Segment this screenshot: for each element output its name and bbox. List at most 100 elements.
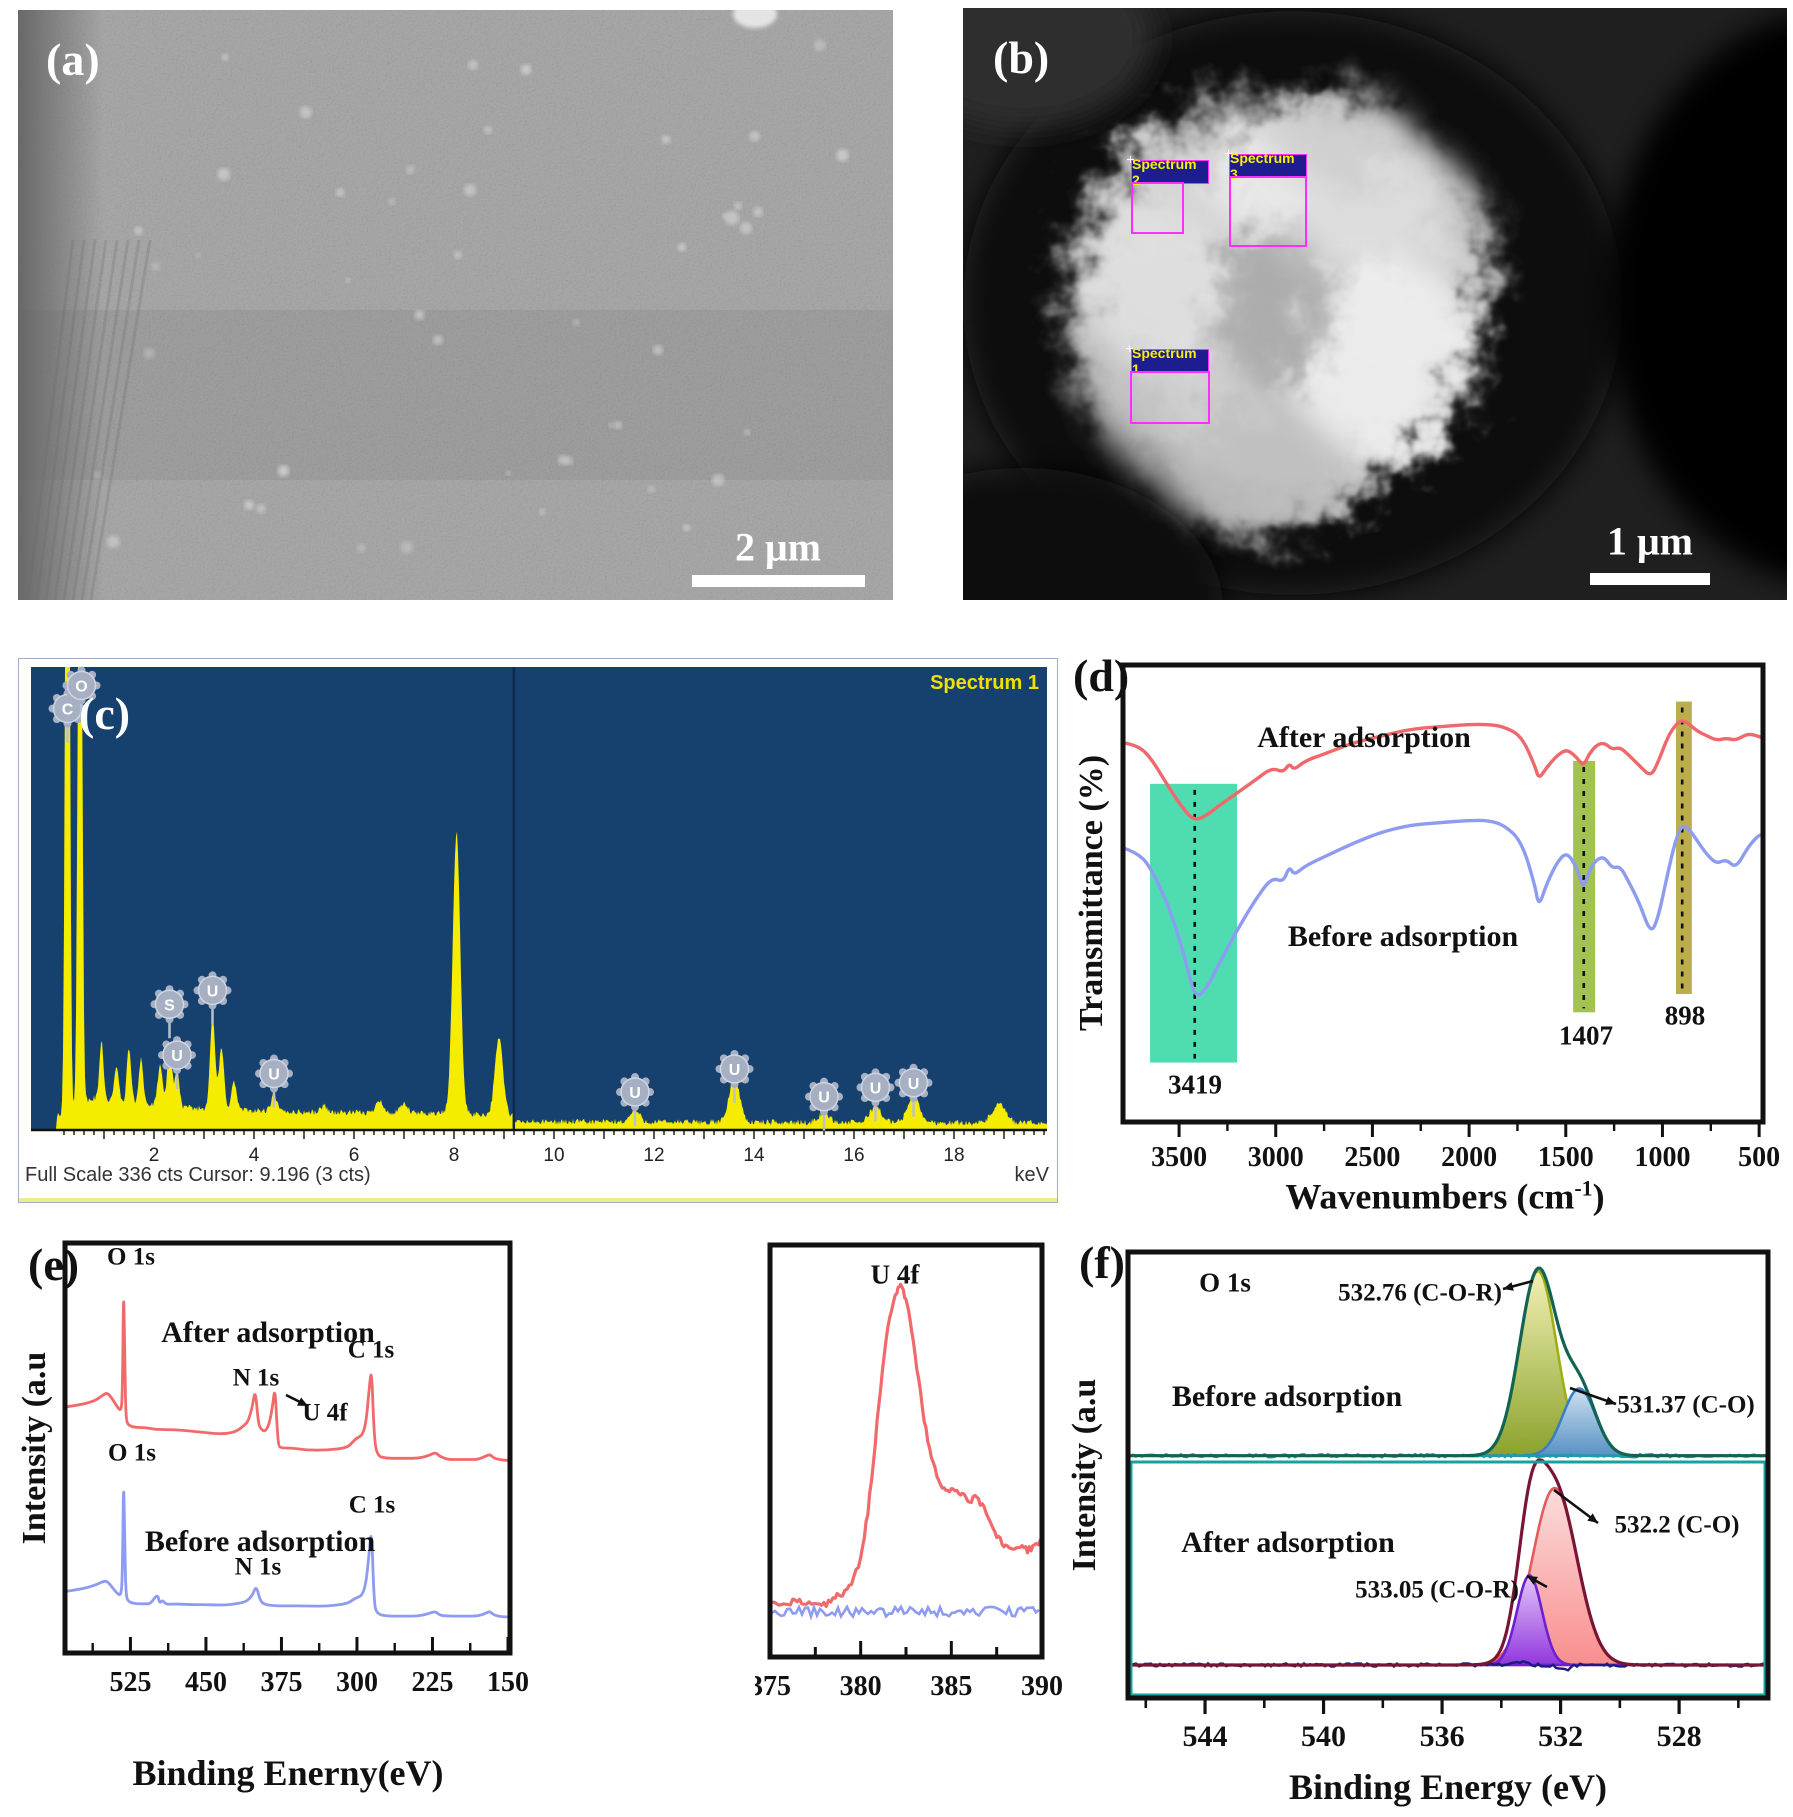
o1s-before-label: O 1s [108, 1439, 156, 1467]
eds-plot-background [31, 667, 1047, 1129]
sem-speck [683, 524, 691, 532]
element-marker-U: U [193, 971, 232, 1025]
sem-bright-blob [733, 10, 777, 28]
tick-label: 385 [930, 1671, 972, 1702]
peak-532-76-label: 532.76 (C-O-R) [1338, 1279, 1502, 1307]
crosshair-icon [1126, 345, 1133, 352]
sem-particle [734, 202, 742, 210]
marker-bubble [809, 1081, 839, 1112]
highlight-band-1407 [1573, 760, 1596, 1013]
band-898-label: 898 [1664, 1000, 1706, 1031]
tick-label: 544 [1183, 1720, 1228, 1753]
n1s-before-label: N 1s [234, 1553, 282, 1581]
u4f-after-label: U 4f [302, 1399, 348, 1427]
marker-letter: S [164, 997, 175, 1014]
sem-speck [608, 422, 614, 428]
highlight-band-898 [1675, 701, 1692, 995]
sem-speck [244, 500, 254, 510]
element-marker-U: U [805, 1077, 843, 1131]
after-adsorption-label: After adsorption [1181, 1526, 1395, 1559]
annotation-arrow-head [1503, 1282, 1514, 1291]
tick-label: 390 [1021, 1671, 1063, 1702]
eds-tick-label: 18 [943, 1145, 964, 1166]
xps-survey-chart: 525 450 375 300 225 150 [62, 1240, 529, 1698]
tick-label: 528 [1657, 1720, 1702, 1753]
sem-speck [836, 149, 849, 162]
particle-lump [1083, 208, 1243, 368]
eds-tick-label: 12 [643, 1145, 664, 1166]
tick-label: 375 [755, 1671, 791, 1702]
tick-label: 2500 [1344, 1142, 1400, 1173]
marker-bubble [719, 1054, 750, 1084]
sem-speck [647, 485, 656, 493]
ftir-curve-0 [1121, 719, 1765, 821]
panel-label-b: (b) [993, 32, 1050, 83]
spectrum1-label: Spectrum 1 [1131, 345, 1209, 377]
annotation-arrow-head [297, 1397, 308, 1406]
sem-striation [80, 239, 141, 600]
marker-letter: O [75, 678, 87, 695]
u4f-title: U 4f [870, 1259, 920, 1290]
eds-tick-label: 6 [349, 1145, 360, 1166]
spectrum2-label-text: Spectrum 2 [1132, 156, 1197, 188]
marker-bubble [197, 975, 228, 1006]
sem-speck [712, 474, 724, 486]
sem-striation [89, 239, 152, 600]
particle-agglomerate [1063, 88, 1493, 538]
element-marker-C: C [48, 689, 87, 743]
panel-f-o1s-fits: 544 540 536 532 528 (f) Intensity (a.u Bindi… [1065, 1235, 1793, 1817]
eds-x-unit: keV [1014, 1164, 1049, 1186]
tick-label: 375 [260, 1667, 302, 1698]
tick-label: 525 [109, 1667, 151, 1698]
marker-letter: C [62, 702, 74, 719]
panel-d-ftir: 3500 3000 2500 2000 1500 1000 500 (d) Transmit… [1065, 648, 1793, 1215]
o1s-y-axis-label: Intensity (a.u [1066, 1378, 1103, 1572]
after-adsorption-label: After adsorption [161, 1316, 375, 1349]
band-1407-label: 1407 [1559, 1020, 1613, 1051]
sem-speck [539, 508, 546, 515]
spectrum2-label: Spectrum 2 [1131, 156, 1209, 188]
film-hole-right [1608, 16, 1787, 580]
marker-bubble [620, 1077, 650, 1107]
envelope-curve-1 [1130, 1458, 1766, 1667]
element-marker-U: U [616, 1073, 654, 1127]
sem-speck [677, 243, 686, 252]
marker-bubble [154, 989, 185, 1020]
sem-speck [520, 64, 532, 75]
sem-speck [433, 335, 443, 345]
particle-shadow [1213, 228, 1333, 388]
sem-speck [464, 184, 476, 196]
sem-speck [277, 465, 290, 477]
scale-bar [1590, 573, 1710, 585]
element-marker-O: O [62, 666, 101, 720]
sem-speck [134, 226, 143, 235]
u4f-curve [769, 1282, 1043, 1608]
spectrum1-label-text: Spectrum 1 [1132, 345, 1197, 377]
sem-speck [345, 277, 351, 283]
c1s-after-label: C 1s [347, 1336, 395, 1364]
sem-speck [661, 135, 671, 144]
particle-lump [1173, 398, 1353, 538]
tick-label: 540 [1301, 1720, 1346, 1753]
sem-speck [335, 188, 345, 197]
annotation-arrow-head [1605, 1396, 1616, 1405]
spectrum1-region-box [1130, 371, 1210, 424]
element-marker-U: U [894, 1063, 933, 1117]
eds-tick-label: 8 [449, 1145, 460, 1166]
tick-label: 500 [1738, 1142, 1780, 1173]
panel-e-xps-survey: 525 450 375 300 225 150 (e) Intensity (a.u Bi… [10, 1235, 745, 1817]
film-hole-bottom [963, 468, 1223, 600]
sem-speck [454, 251, 462, 259]
spectrum2-region-box [1131, 182, 1184, 234]
sem-speck [388, 197, 396, 206]
ftir-curve-1 [1121, 818, 1765, 997]
sem-speck [614, 421, 622, 429]
panel-bottom-accent [19, 1198, 1057, 1202]
o1s-chart: 544 540 536 532 528 [1125, 1249, 1771, 1753]
eds-footer: Full Scale 336 cts Cursor: 9.196 (3 cts) [25, 1164, 371, 1186]
spectrum3-label-text: Spectrum 3 [1230, 150, 1295, 182]
marker-bubble [860, 1072, 891, 1103]
survey-curve-1 [64, 1490, 510, 1619]
before-adsorption-label: Before adsorption [1287, 920, 1519, 953]
ftir-y-axis-label: Transmittance (%) [1073, 754, 1110, 1032]
